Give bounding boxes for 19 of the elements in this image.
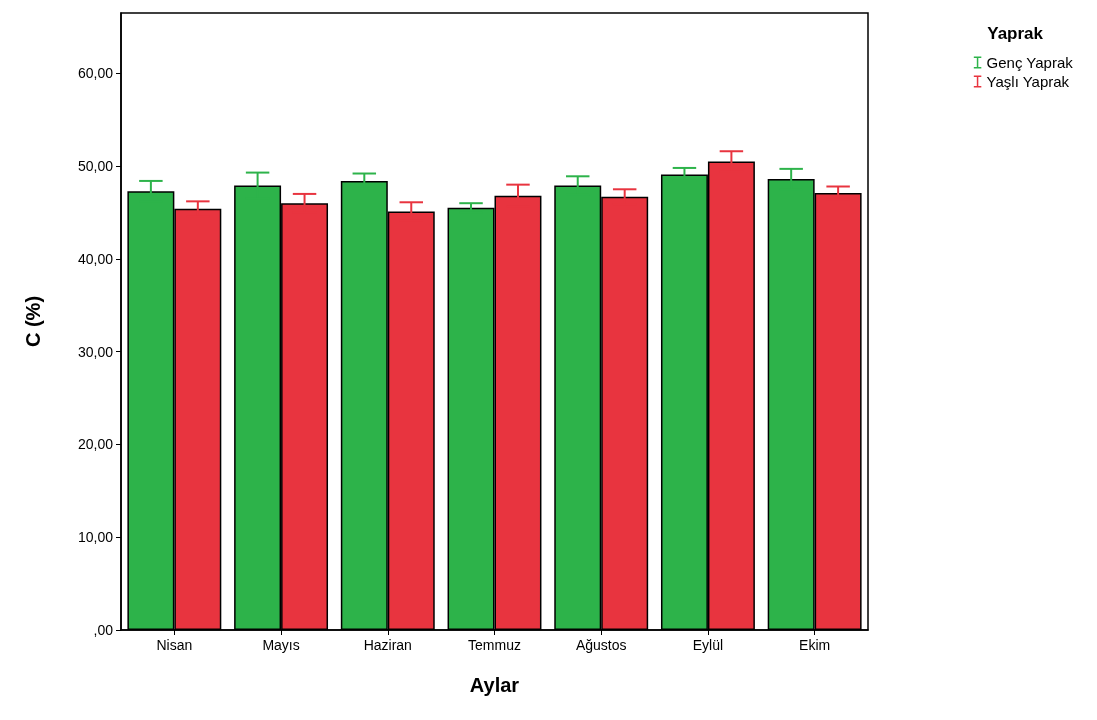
x-tick-label: Ekim	[799, 637, 831, 653]
x-tick-label: Nisan	[156, 637, 193, 653]
x-tick-label: Haziran	[363, 637, 412, 653]
legend-title: Yaprak	[987, 24, 1044, 43]
x-tick-label: Eylül	[692, 637, 724, 653]
y-tick-label: 60,00	[77, 65, 114, 82]
y-axis-title: C (%)	[22, 295, 44, 348]
x-tick-label: Mayıs	[262, 637, 300, 653]
y-tick-label: ,00	[93, 622, 114, 638]
x-axis-title: Aylar	[469, 674, 520, 696]
x-tick-label: Temmuz	[468, 637, 521, 653]
y-tick-label: 40,00	[77, 250, 114, 267]
legend-label: Yaşlı Yaprak	[986, 73, 1070, 90]
y-tick-label: 10,00	[77, 529, 114, 546]
y-tick-label: 20,00	[77, 436, 114, 453]
y-tick-label: 30,00	[77, 343, 114, 360]
x-tick-label: Ağustos	[575, 637, 627, 653]
y-tick-label: 50,00	[77, 158, 114, 175]
legend-label: Genç Yaprak	[986, 54, 1074, 71]
